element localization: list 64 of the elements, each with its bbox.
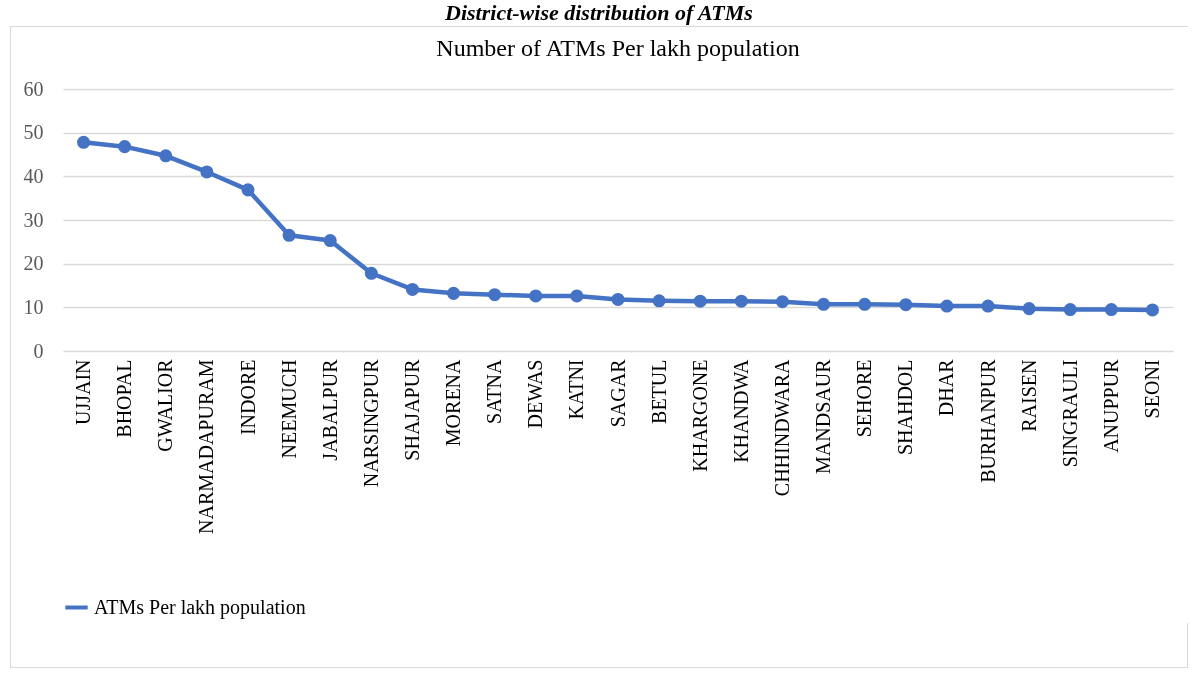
point [981, 299, 995, 313]
x-tick-label: KHANDWA [729, 358, 752, 463]
point [488, 288, 502, 302]
x-tick-label: BURHANPUR [976, 358, 999, 483]
x-tick-label: DEWAS [524, 359, 547, 429]
x-tick-label: SATNA [483, 358, 506, 424]
point [118, 140, 132, 154]
x-tick-label: NARSINGPUR [359, 358, 382, 488]
point [693, 294, 707, 308]
point [611, 292, 625, 306]
y-tick-label: 60 [23, 77, 44, 100]
y-tick-label: 30 [23, 208, 44, 231]
point [1022, 302, 1036, 316]
x-tick-label: SEHORE [853, 359, 876, 438]
x-tick-label: SHAJAPUR [400, 358, 423, 461]
point [652, 294, 666, 308]
x-tick-label: SEONI [1140, 359, 1163, 419]
point [405, 282, 419, 296]
point [529, 289, 543, 303]
point [200, 165, 214, 179]
point [77, 135, 91, 149]
point [817, 297, 831, 311]
point [899, 298, 913, 312]
x-tick-label: GWALIOR [154, 358, 177, 452]
x-tick-label: SHAHDOL [894, 359, 917, 456]
x-tick-label: KATNI [565, 359, 588, 420]
point [159, 149, 173, 163]
point [858, 297, 872, 311]
y-tick-label: 40 [23, 164, 44, 187]
x-tick-label: NEEMUCH [277, 359, 300, 459]
x-tick-label: MORENA [442, 358, 465, 447]
text: District-wise distribution of ATMs [444, 0, 754, 26]
point [1063, 303, 1077, 317]
y-tick-label: 50 [23, 121, 44, 144]
x-tick-label: ANUPPUR [1099, 358, 1122, 453]
point [1145, 303, 1159, 317]
x-tick-label: MANDSAUR [812, 358, 835, 474]
x-tick-label: BETUL [647, 359, 670, 424]
x-tick-label: SINGRAULI [1058, 359, 1081, 468]
point [241, 183, 255, 197]
point [364, 266, 378, 280]
x-tick-label: INDORE [236, 359, 259, 436]
point [734, 294, 748, 308]
x-tick-label: CHHINDWARA [770, 358, 793, 497]
point [323, 234, 337, 248]
x-tick-label: KHARGONE [688, 359, 711, 472]
y-tick-label: 20 [23, 252, 44, 275]
x-tick-label: DHAR [935, 358, 958, 417]
x-tick-label: SAGAR [606, 358, 629, 428]
x-tick-label: UJJAIN [72, 359, 95, 426]
point [1104, 303, 1118, 317]
point [940, 299, 954, 313]
y-tick-label: 0 [33, 339, 44, 362]
point [282, 228, 296, 242]
point [775, 295, 789, 309]
x-tick-label: NARMADAPURAM [195, 359, 218, 534]
chart-title: Number of ATMs Per lakh population [436, 35, 800, 61]
legend-label: ATMs Per lakh population [94, 595, 306, 619]
x-tick-label: BHOPAL [113, 359, 136, 438]
y-tick-label: 10 [23, 295, 44, 318]
point [447, 286, 461, 300]
x-tick-label: RAISEN [1017, 359, 1040, 432]
x-tick-label: JABALPUR [318, 358, 341, 461]
point [570, 289, 584, 303]
